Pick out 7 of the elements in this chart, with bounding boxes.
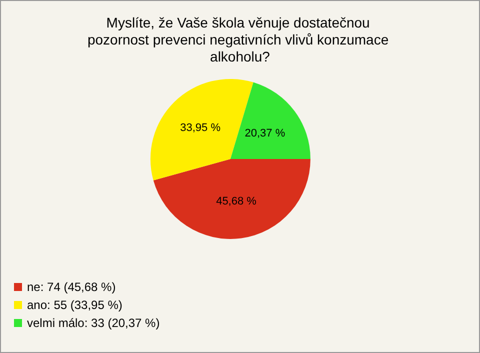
data-label: 45,68 % [216,196,257,208]
chart-title: Myslíte, že Vaše škola věnuje dostatečnou pozornost prevenci negativních vlivů konzumace alkoholu? [87,14,393,64]
legend-label: ne: 74 (45,68 %) [27,280,116,294]
legend-label: ano: 55 (33,95 %) [27,298,122,312]
data-label: 33,95 % [180,122,221,134]
data-label: 20,37 % [244,127,286,140]
legend-label: velmi málo: 33 (20,37 %) [27,316,160,330]
